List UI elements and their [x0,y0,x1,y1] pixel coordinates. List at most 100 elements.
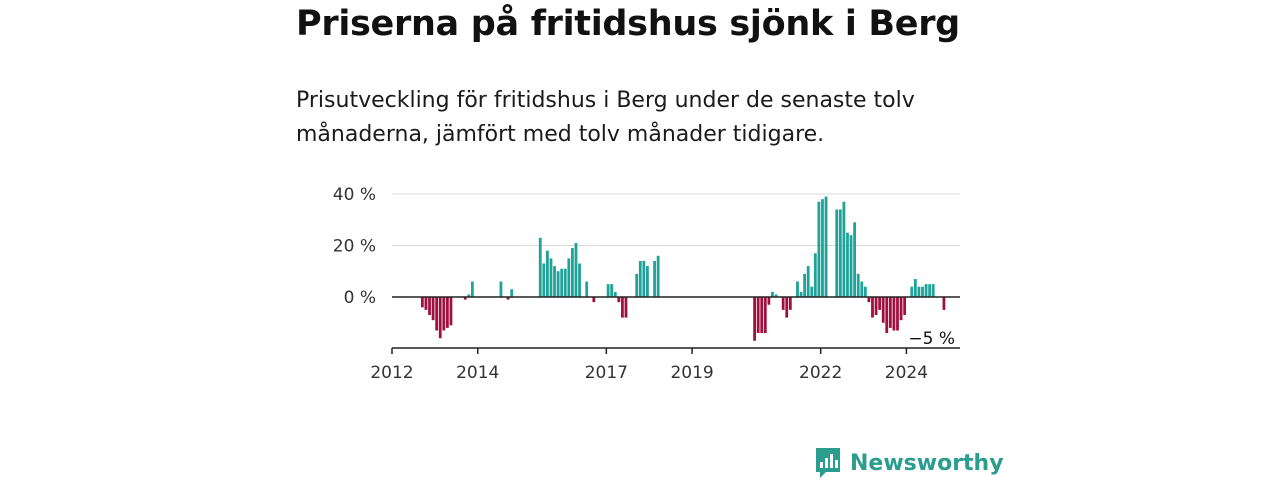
bar [578,263,581,297]
bar [438,297,442,339]
brand-name: Newsworthy [850,450,1004,476]
bar [878,297,882,310]
bar [856,273,860,297]
bar [467,294,471,298]
x-tick-label: 2019 [670,363,713,383]
bar [896,297,899,331]
bar [546,250,549,297]
bar [888,297,892,328]
bar [592,297,596,303]
bar [917,286,921,297]
bar [885,297,889,334]
grid-lines [392,193,960,246]
bar [574,242,578,298]
bar [892,297,896,331]
bar [921,286,924,297]
bar [781,297,785,310]
bar [796,281,799,297]
bar [606,284,610,298]
y-tick-label: 0 % [344,288,376,308]
bar [771,291,774,297]
bar [621,297,624,318]
bar [913,278,917,298]
bar [624,297,628,318]
bar [638,260,642,297]
bar [420,297,424,308]
bar [806,266,810,297]
bar [835,209,839,297]
bar [821,199,824,297]
y-tick-label: 40 % [333,185,376,205]
bar [506,297,510,300]
bar [867,297,871,303]
y-axis-ticks: 0 % 20 % 40 % [333,185,376,308]
bar [431,297,435,321]
x-tick-label: 2017 [585,363,628,383]
bar [560,268,564,298]
x-tick-label: 2022 [799,363,842,383]
bar [928,284,932,298]
bar [617,297,621,303]
bar [635,273,639,297]
bar [824,196,828,297]
bar [499,281,503,297]
x-axis-ticks: 2012 2014 2017 2019 2022 2024 [370,348,928,383]
bar [838,209,842,297]
bar [556,271,560,297]
newsworthy-logo-icon [816,448,840,478]
bar [774,294,778,298]
bar [899,297,903,321]
bar [445,297,449,328]
bar [610,284,614,298]
bar [613,291,617,297]
y-tick-label: 20 % [333,237,376,257]
bar [642,260,646,297]
bar [846,232,849,298]
bar [842,201,846,297]
bar [799,291,803,297]
x-tick-label: 2014 [456,363,499,383]
page-subtitle: Prisutveckling för fritidshus i Berg und… [296,88,915,147]
bar [549,258,553,298]
bar [785,297,789,318]
bar [756,297,760,334]
bar [810,286,814,297]
bar [442,297,446,331]
bar [449,297,453,326]
bar [817,201,821,297]
bar [942,297,946,310]
bar [910,286,914,297]
bars [420,196,946,341]
bar [646,266,649,297]
bar [538,237,542,298]
bar [924,284,928,298]
bar [656,255,660,297]
bar [424,297,428,310]
bar [553,266,556,297]
bar [428,297,431,316]
end-value-label: −5 % [908,329,955,349]
bar [563,268,567,298]
bar [753,297,756,341]
bar [813,253,817,297]
bar [542,263,546,297]
bar [871,297,874,318]
bar [863,286,867,297]
bar [510,289,514,297]
bar [463,297,467,300]
bar [567,258,571,298]
bar [788,297,792,310]
bar [653,260,656,297]
page-title: Priserna på fritidshus sjönk i Berg [296,4,960,44]
bar [435,297,439,331]
x-tick-label: 2012 [370,363,413,383]
bar [763,297,767,334]
bar [903,297,907,316]
x-tick-label: 2024 [885,363,928,383]
bar [860,281,864,297]
bar [760,297,764,334]
bar [803,273,806,297]
bar [849,235,853,297]
bar [881,297,885,323]
